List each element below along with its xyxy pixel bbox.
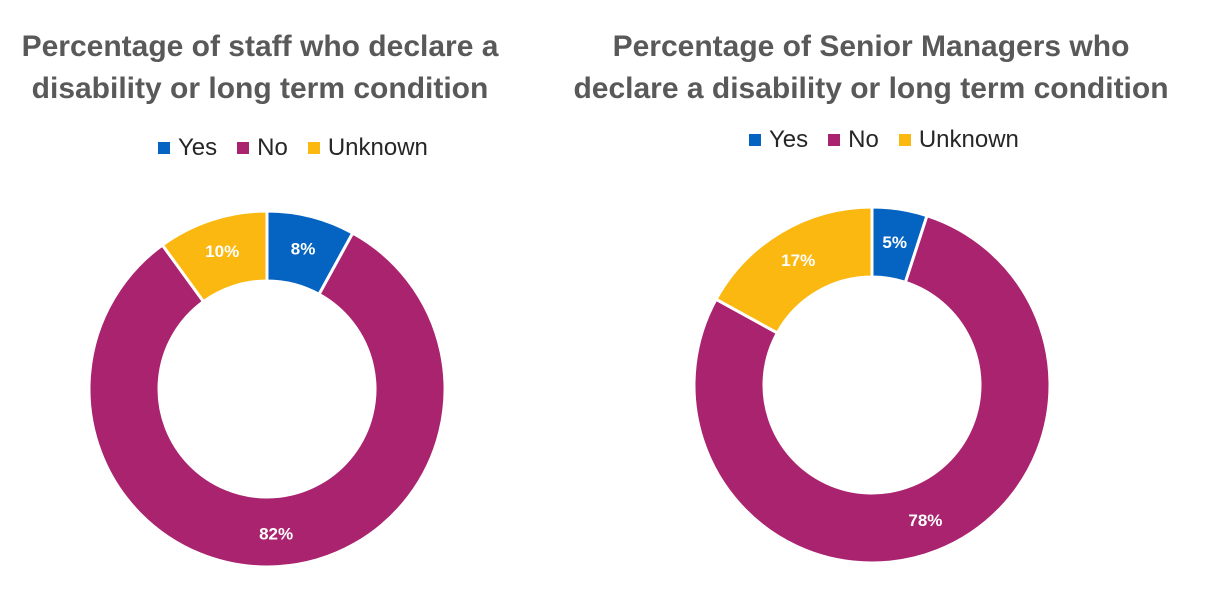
chart-legend: Yes No Unknown [749, 126, 1039, 154]
legend-label: Unknown [327, 134, 428, 161]
legend-swatch [828, 134, 841, 146]
legend-item-unknown: Unknown [307, 134, 428, 162]
legend-item-no: No [828, 126, 879, 154]
legend-item-unknown: Unknown [898, 126, 1019, 154]
legend-item-no: No [237, 134, 288, 162]
legend-label: Unknown [918, 126, 1019, 153]
data-label-no: 78% [908, 511, 942, 530]
legend-swatch [749, 134, 761, 146]
chart-title: Percentage of staff who declare a disabi… [21, 30, 499, 105]
donut-slice-unknown [160, 209, 269, 304]
chart-panel-senior-managers: Percentage of Senior Managers who declar… [573, 0, 1224, 598]
legend-item-yes: Yes [749, 126, 808, 154]
legend-swatch [898, 134, 911, 146]
legend-label: No [848, 126, 879, 153]
donut-chart: 5% 78% 17% [692, 205, 1052, 565]
data-label-no: 82% [259, 525, 293, 544]
donut-slice-unknown [713, 205, 874, 336]
chart-panel-staff: Percentage of staff who declare a disabi… [21, 30, 499, 569]
data-label-yes: 5% [882, 233, 907, 252]
legend-swatch [237, 142, 250, 154]
legend-label: Yes [178, 134, 218, 161]
data-label-yes: 8% [291, 240, 316, 259]
data-label-unknown: 10% [205, 242, 239, 261]
legend-label: Yes [769, 126, 809, 153]
data-label-unknown: 17% [781, 251, 815, 270]
chart-title: Percentage of Senior Managers who declar… [573, 30, 1169, 105]
legend-swatch [158, 142, 170, 154]
legend-swatch [307, 142, 320, 154]
donut-slice-no [692, 213, 1052, 565]
donut-slice-no [87, 230, 447, 569]
chart-legend: Yes No Unknown [158, 134, 448, 162]
donut-chart: 8% 82% 10% [87, 209, 447, 569]
legend-item-yes: Yes [158, 134, 217, 162]
legend-label: No [257, 134, 288, 161]
